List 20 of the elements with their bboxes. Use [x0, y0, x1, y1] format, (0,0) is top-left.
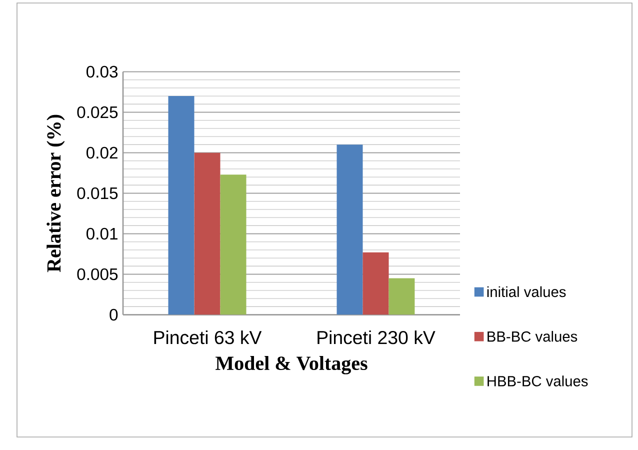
legend-label: HBB-BC values	[488, 376, 588, 386]
bar	[336, 144, 363, 315]
bar	[194, 152, 220, 315]
bar	[220, 174, 246, 315]
bar	[388, 278, 415, 315]
legend-label: BB-BC values	[488, 330, 578, 342]
legend-label: initial values	[487, 286, 566, 298]
y-tick-label: 0.025	[77, 106, 118, 118]
y-tick-label: 0.01	[86, 228, 118, 240]
y-tick-label: 0	[110, 308, 118, 321]
y-axis-title: Relative error (%)	[46, 114, 65, 272]
x-tick-label: Pinceti 230 kV	[318, 330, 436, 344]
bar	[362, 252, 389, 315]
y-tick-label: 0.015	[77, 187, 118, 200]
bar	[168, 96, 194, 315]
y-tick-label: 0.03	[86, 66, 118, 78]
y-tick-label: 0.005	[77, 268, 118, 280]
x-tick-label: Pinceti 63 kV	[154, 330, 262, 344]
x-axis-title: Model & Voltages	[216, 356, 368, 374]
y-tick-label: 0.02	[86, 146, 118, 159]
